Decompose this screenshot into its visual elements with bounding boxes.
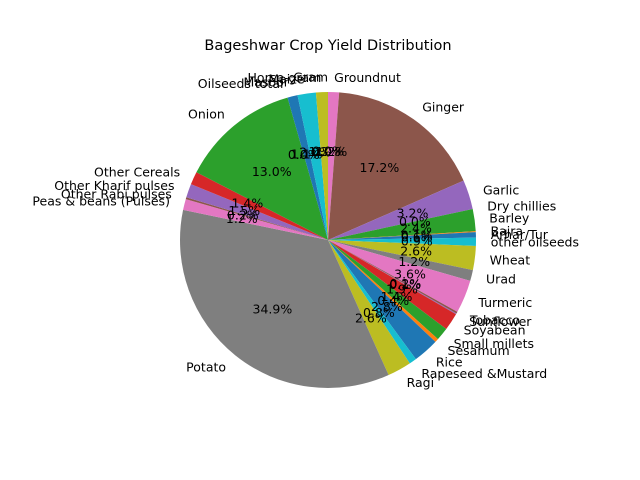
slice-percentage-label: 2.0%: [299, 145, 331, 160]
slice-percentage-label: 0.9%: [401, 234, 433, 249]
pie-slice: [315, 92, 328, 240]
pie-slice: [328, 240, 458, 314]
pie-slice: [328, 180, 473, 240]
slice-percentage-label: 17.2%: [360, 160, 400, 175]
slice-category-label: Garlic: [483, 183, 519, 198]
pie-slice: [196, 97, 328, 241]
slice-category-label: Dry chillies: [487, 198, 556, 213]
slice-category-label: Tobacco: [469, 312, 520, 327]
pie-slice: [328, 237, 477, 247]
slice-percentage-label: 1.1%: [291, 146, 323, 161]
slice-percentage-label: 3.2%: [397, 205, 429, 220]
slice-category-label: other oilseeds: [491, 235, 579, 250]
slice-percentage-label: 0.1%: [401, 227, 433, 242]
slice-percentage-label: 1.3%: [308, 144, 340, 159]
slice-percentage-label: 2.6%: [355, 310, 387, 325]
slice-category-label: Turmeric: [477, 295, 532, 310]
slice-percentage-label: 0.4%: [377, 293, 409, 308]
slice-percentage-label: 34.9%: [253, 302, 293, 317]
slice-percentage-label: 1.4%: [231, 195, 263, 210]
pie-slice: [190, 172, 328, 240]
slice-category-label: Arhar/Tur: [491, 227, 549, 242]
slice-category-label: Maize: [268, 71, 304, 86]
slice-category-label: Groundnut: [334, 70, 401, 85]
slice-category-label: Other Rabi pulses: [61, 186, 172, 201]
slice-category-label: Rice: [436, 354, 463, 369]
slice-category-label: Bajra: [491, 223, 524, 238]
slice-percentage-label: 2.6%: [400, 243, 432, 258]
pie-slice: [183, 199, 328, 240]
pie-slice: [328, 240, 457, 315]
slice-percentage-label: 0.0%: [399, 214, 431, 229]
pie-slice: [328, 240, 436, 360]
slice-category-label: Peas & beans (Pulses): [32, 193, 170, 208]
slice-percentage-label: 0.2%: [389, 276, 421, 291]
slice-percentage-label: 0.1%: [389, 277, 421, 292]
slice-percentage-label: 1.2%: [398, 254, 430, 269]
pie-slice: [328, 232, 476, 240]
slice-percentage-label: 1.2%: [226, 211, 258, 226]
slice-percentage-label: 0.0%: [288, 147, 320, 162]
pie-slice: [328, 240, 471, 312]
pie-slice: [328, 92, 340, 240]
pie-slice: [186, 184, 328, 240]
slice-percentage-label: 3.6%: [394, 267, 426, 282]
slice-percentage-label: 2.8%: [371, 299, 403, 314]
slice-percentage-label: 1.2%: [315, 144, 347, 159]
slice-category-label: Sesamum: [448, 343, 510, 358]
slice-category-label: Barley: [489, 211, 530, 226]
slice-percentage-label: 1.9%: [386, 282, 418, 297]
slice-category-label: Oilseeds total: [198, 76, 284, 91]
slice-category-label: Other Kharif pulses: [54, 178, 174, 193]
pie-slice: [328, 92, 464, 240]
slice-category-label: Rapeseed &Mustard: [421, 366, 547, 381]
slice-percentage-label: 2.4%: [400, 221, 432, 236]
pie-slice: [179, 209, 389, 388]
slice-category-label: Urad: [486, 272, 516, 287]
pie-slice: [328, 240, 416, 364]
slice-category-label: Ginger: [422, 100, 465, 115]
slice-category-label: Horse-gram: [248, 70, 322, 85]
pie-slice: [287, 95, 328, 240]
slice-category-label: Soyabean: [464, 322, 526, 337]
slice-percentage-label: 0.0%: [312, 144, 344, 159]
pie-slice: [328, 240, 410, 376]
pie-slice: [185, 197, 328, 240]
slice-percentage-label: 13.0%: [252, 164, 292, 179]
chart-title: Bageshwar Crop Yield Distribution: [204, 38, 451, 54]
slice-category-label: Small millets: [454, 336, 534, 351]
pie-slice: [297, 92, 328, 240]
slice-percentage-label: 1.5%: [228, 203, 260, 218]
slice-percentage-label: 0.8%: [363, 305, 395, 320]
pie-slice: [328, 240, 447, 340]
slice-category-label: Onion: [188, 107, 225, 122]
pie-slice: [328, 231, 476, 240]
pie-slices: [179, 92, 477, 388]
slice-category-label: Wheat: [490, 252, 531, 267]
percentage-labels: 1.2%17.2%3.2%0.0%2.4%0.1%0.6%0.9%2.6%1.2…: [226, 144, 433, 326]
pie-slice: [328, 240, 457, 330]
slice-category-label: Other Cereals: [94, 164, 180, 179]
slice-percentage-label: 1.4%: [381, 289, 413, 304]
pie-slice: [328, 209, 476, 240]
pie-slice: [328, 240, 473, 281]
slice-percentage-label: 0.6%: [401, 229, 433, 244]
slice-category-label: Sunflower: [469, 314, 532, 329]
slice-category-label: Potato: [186, 359, 226, 374]
slice-category-label: Gram: [293, 70, 328, 85]
pie-slice: [328, 240, 438, 342]
slice-category-label: Ragi: [407, 375, 434, 390]
slice-percentage-label: 0.2%: [227, 207, 259, 222]
slice-category-label: Masoor: [244, 74, 290, 89]
pie-slice: [328, 240, 476, 271]
